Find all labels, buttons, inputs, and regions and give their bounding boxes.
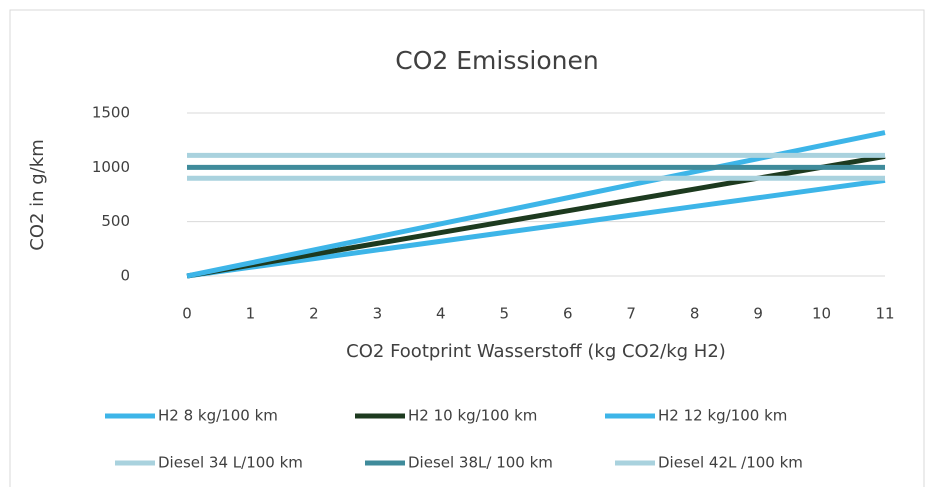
y-tick-label: 500: [101, 212, 130, 230]
x-tick-label: 0: [182, 305, 192, 323]
x-tick-label: 10: [812, 305, 831, 323]
x-tick-label: 9: [753, 305, 763, 323]
legend-label: H2 10 kg/100 km: [408, 407, 537, 425]
y-tick-label: 1500: [92, 104, 130, 122]
x-tick-label: 6: [563, 305, 573, 323]
x-tick-label: 3: [373, 305, 383, 323]
y-tick-label: 0: [120, 267, 130, 285]
x-tick-label: 2: [309, 305, 319, 323]
x-tick-label: 4: [436, 305, 446, 323]
legend-label: H2 12 kg/100 km: [658, 407, 787, 425]
y-axis-title: CO2 in g/km: [27, 139, 48, 251]
x-tick-label: 7: [626, 305, 636, 323]
legend-label: Diesel 42L /100 km: [658, 454, 803, 472]
x-axis-title: CO2 Footprint Wasserstoff (kg CO2/kg H2): [346, 341, 726, 362]
legend-label: Diesel 34 L/100 km: [158, 454, 303, 472]
legend-label: Diesel 38L/ 100 km: [408, 454, 553, 472]
legend-label: H2 8 kg/100 km: [158, 407, 278, 425]
y-tick-label: 1000: [92, 158, 130, 176]
x-tick-label: 11: [875, 305, 894, 323]
x-tick-label: 8: [690, 305, 700, 323]
x-tick-label: 5: [499, 305, 509, 323]
chart-border: [9, 9, 925, 487]
series-line: [186, 177, 886, 279]
chart-title: CO2 Emissionen: [395, 46, 598, 75]
x-tick-label: 1: [246, 305, 256, 323]
